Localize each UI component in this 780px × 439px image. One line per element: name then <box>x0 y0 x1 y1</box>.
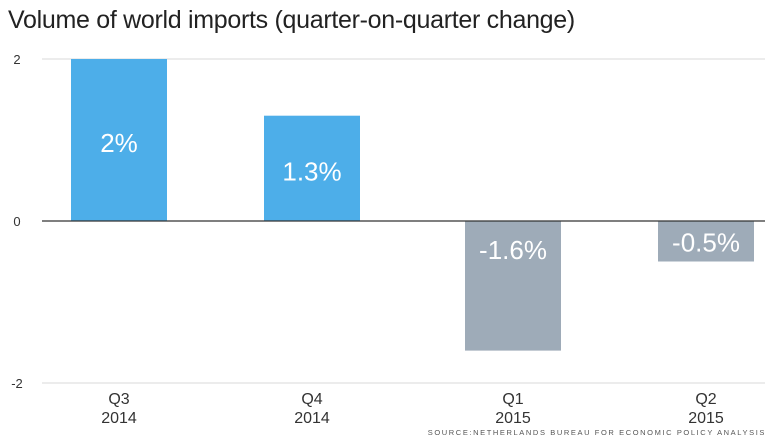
y-tick-label: 2 <box>13 52 20 67</box>
x-tick-label-quarter: Q3 <box>108 391 129 408</box>
data-label: 2% <box>100 128 138 158</box>
x-tick-label-quarter: Q4 <box>301 391 322 408</box>
axis-ticks: 2 0 -2 Q3 2014 Q4 2014 Q1 2015 Q2 2015 <box>11 52 724 427</box>
x-tick-label-year: 2015 <box>688 410 724 427</box>
data-label: 1.3% <box>282 156 341 186</box>
bar <box>71 59 167 221</box>
y-tick-label: -2 <box>11 376 23 391</box>
x-tick-label-quarter: Q1 <box>502 391 523 408</box>
bars <box>71 59 754 351</box>
x-tick-label-year: 2015 <box>495 410 531 427</box>
data-label: -0.5% <box>672 227 740 257</box>
bar <box>264 115 360 221</box>
x-tick-label-quarter: Q2 <box>695 391 716 408</box>
chart-title: Volume of world imports (quarter-on-quar… <box>8 6 575 34</box>
x-tick-label-year: 2014 <box>294 410 330 427</box>
bar <box>465 221 561 351</box>
data-label: -1.6% <box>479 235 547 265</box>
source-note: SOURCE:NETHERLANDS BUREAU FOR ECONOMIC P… <box>427 428 766 437</box>
bar <box>658 221 754 262</box>
y-tick-label: 0 <box>13 214 20 229</box>
x-tick-label-year: 2014 <box>101 410 137 427</box>
data-labels: 2% 1.3% -1.6% -0.5% <box>100 128 740 265</box>
